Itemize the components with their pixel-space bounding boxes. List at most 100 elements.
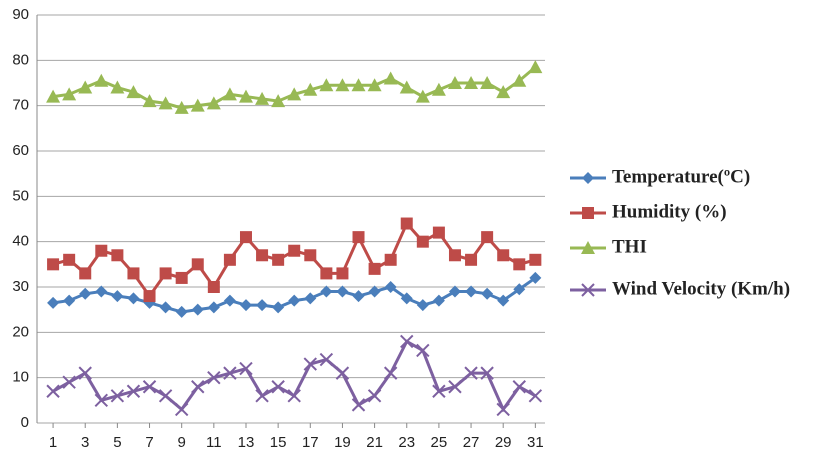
marker <box>319 78 334 92</box>
marker <box>303 82 318 96</box>
marker <box>582 207 594 219</box>
x-tick-label: 1 <box>49 434 57 451</box>
marker <box>127 267 140 280</box>
marker <box>110 389 125 403</box>
marker <box>581 283 595 297</box>
y-tick-label: 20 <box>12 323 29 340</box>
marker <box>207 281 220 293</box>
marker <box>191 380 205 394</box>
marker <box>480 76 495 89</box>
marker <box>110 80 125 94</box>
series-line <box>52 220 536 299</box>
marker <box>47 258 60 271</box>
marker <box>79 267 92 280</box>
marker <box>111 290 124 303</box>
marker <box>384 281 397 293</box>
marker <box>352 290 365 303</box>
marker <box>351 398 366 412</box>
marker <box>529 271 542 284</box>
marker <box>239 299 252 312</box>
marker <box>46 89 61 103</box>
marker <box>142 94 157 108</box>
marker <box>78 366 92 380</box>
marker <box>303 357 317 371</box>
marker <box>46 384 60 398</box>
marker <box>465 253 478 266</box>
marker <box>287 389 301 403</box>
marker <box>481 231 494 244</box>
marker <box>480 366 494 380</box>
x-tick-label: 11 <box>206 434 222 451</box>
y-tick-label: 10 <box>12 369 29 386</box>
marker <box>271 94 286 108</box>
marker <box>271 380 285 394</box>
y-tick-label: 60 <box>12 142 29 159</box>
marker <box>497 249 510 262</box>
marker <box>400 334 414 349</box>
marker <box>288 244 301 257</box>
marker <box>336 267 349 280</box>
x-tick-label: 5 <box>113 434 121 451</box>
y-tick-label: 90 <box>12 6 29 23</box>
marker <box>335 78 350 92</box>
y-tick-label: 70 <box>12 97 29 114</box>
marker <box>447 76 462 89</box>
x-tick-label: 3 <box>81 434 89 451</box>
marker <box>320 267 333 280</box>
marker <box>256 249 269 262</box>
marker <box>383 366 398 380</box>
marker <box>95 244 108 257</box>
marker <box>432 226 445 239</box>
marker <box>513 283 526 296</box>
marker <box>399 80 414 94</box>
marker <box>272 253 285 266</box>
marker <box>432 384 446 398</box>
y-tick-label: 50 <box>12 187 29 204</box>
marker <box>415 89 430 103</box>
marker <box>582 172 594 184</box>
marker <box>62 375 76 389</box>
marker <box>384 253 397 266</box>
marker <box>63 294 76 307</box>
marker <box>158 389 173 403</box>
marker <box>512 380 526 394</box>
marker <box>304 292 317 305</box>
x-tick-label: 7 <box>145 434 153 451</box>
x-tick-label: 13 <box>238 434 255 451</box>
marker <box>335 366 350 380</box>
marker <box>223 294 236 307</box>
marker <box>448 249 461 262</box>
marker <box>416 343 430 358</box>
marker <box>63 253 76 266</box>
marker <box>239 361 253 376</box>
marker <box>400 292 413 305</box>
marker <box>126 384 141 398</box>
marker <box>143 290 156 303</box>
marker <box>175 271 188 284</box>
x-tick-label: 31 <box>527 434 544 451</box>
marker <box>464 76 479 89</box>
marker <box>368 262 381 275</box>
marker <box>464 366 478 380</box>
marker <box>191 303 204 316</box>
x-tick-label: 15 <box>270 434 287 451</box>
marker <box>448 285 461 298</box>
marker <box>581 241 595 254</box>
marker <box>222 87 237 101</box>
marker <box>223 253 236 266</box>
marker <box>94 73 109 87</box>
marker <box>465 285 478 298</box>
marker <box>336 285 349 298</box>
marker <box>256 299 269 312</box>
marker <box>528 60 543 74</box>
marker <box>190 98 205 112</box>
marker <box>127 292 140 305</box>
marker <box>288 294 301 307</box>
x-tick-label: 23 <box>398 434 415 451</box>
marker <box>367 78 382 92</box>
marker <box>206 96 221 110</box>
marker <box>513 258 526 271</box>
marker <box>207 370 221 385</box>
legend-label: Temperature(ºC) <box>612 166 750 187</box>
